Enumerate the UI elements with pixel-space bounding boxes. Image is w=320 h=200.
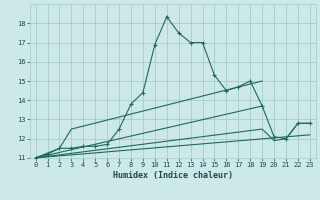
X-axis label: Humidex (Indice chaleur): Humidex (Indice chaleur) [113,171,233,180]
